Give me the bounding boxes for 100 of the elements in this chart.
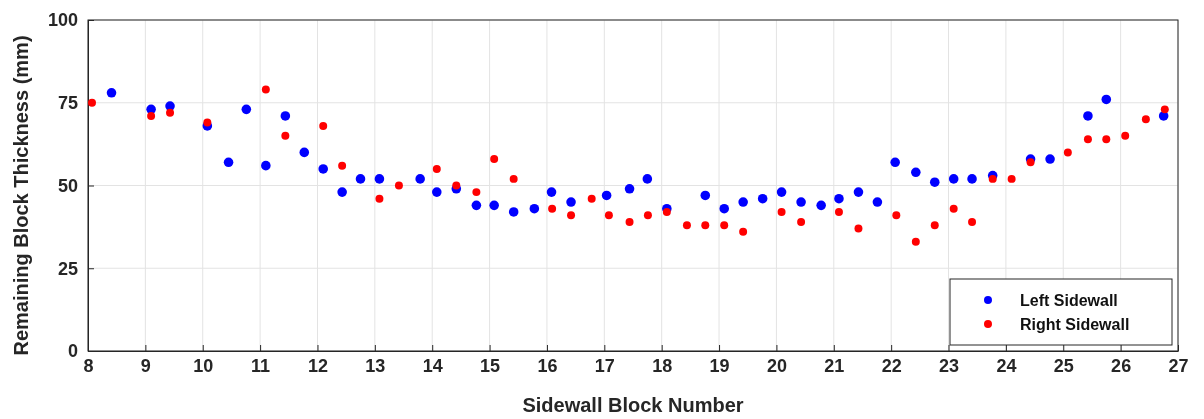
x-tick-label: 27 (1168, 355, 1189, 376)
point (701, 221, 710, 230)
point (241, 104, 252, 115)
point (1141, 115, 1150, 124)
point (776, 187, 787, 197)
y-tick-label: 0 (67, 341, 78, 362)
point (471, 200, 482, 211)
point (757, 193, 768, 204)
x-tick-label: 12 (307, 355, 328, 376)
point (1102, 135, 1111, 144)
point (1121, 131, 1130, 140)
point (700, 190, 711, 201)
x-tick-label: 20 (766, 355, 787, 376)
point (816, 200, 826, 211)
point (739, 227, 748, 236)
point (854, 224, 863, 233)
point (261, 160, 271, 171)
point (988, 174, 997, 183)
point (166, 108, 175, 117)
x-tick-label: 22 (881, 355, 902, 376)
point (911, 237, 920, 246)
point (911, 167, 921, 178)
point (1007, 174, 1016, 183)
point (1083, 135, 1092, 144)
point (1026, 158, 1035, 167)
point (432, 164, 441, 173)
point (432, 187, 442, 197)
point (88, 98, 96, 107)
point (853, 187, 864, 197)
point (738, 197, 748, 207)
point (601, 190, 612, 201)
x-tick-label: 14 (422, 355, 443, 376)
point (968, 217, 977, 226)
point (415, 174, 425, 184)
point (890, 157, 900, 168)
point (624, 184, 635, 194)
y-tick-label: 75 (57, 93, 78, 114)
point (625, 217, 634, 226)
point (777, 208, 786, 216)
x-tick-label: 16 (537, 355, 558, 376)
x-tick-label: 24 (996, 355, 1017, 376)
point (281, 131, 290, 140)
point (930, 221, 939, 230)
point (374, 174, 385, 184)
point (834, 193, 844, 204)
point (490, 155, 499, 163)
point (548, 204, 557, 213)
point (261, 85, 270, 94)
point (546, 187, 557, 197)
x-tick-label: 23 (939, 355, 960, 376)
y-tick-label: 100 (47, 10, 78, 31)
x-tick-label: 18 (652, 355, 673, 376)
point (643, 211, 652, 220)
point (529, 203, 540, 214)
point (337, 187, 347, 197)
point (797, 217, 806, 226)
x-tick-label: 13 (365, 355, 386, 376)
legend-label: Left Sidewall (1020, 292, 1118, 309)
point (1160, 105, 1169, 114)
point (604, 211, 613, 220)
x-tick-label: 8 (83, 355, 94, 376)
point (892, 211, 901, 220)
point (338, 161, 347, 170)
point (1045, 154, 1055, 164)
point (375, 194, 384, 203)
x-tick-label: 10 (193, 355, 214, 376)
point (203, 118, 212, 127)
y-tick-label: 50 (57, 175, 78, 196)
point (682, 221, 691, 230)
point (566, 197, 576, 207)
point (948, 174, 959, 184)
point (1101, 94, 1112, 105)
x-axis-title: Sidewall Block Number (522, 394, 744, 416)
point (299, 147, 310, 158)
y-tick-label: 25 (57, 258, 78, 279)
point (280, 111, 291, 121)
x-tick-label: 15 (480, 355, 501, 376)
x-tick-label: 11 (251, 355, 271, 376)
point (1083, 111, 1093, 121)
point (567, 211, 576, 220)
x-tick-label: 25 (1053, 355, 1074, 376)
point (223, 157, 234, 168)
point (1063, 148, 1072, 157)
point (147, 112, 156, 120)
x-tick-label: 21 (824, 355, 845, 376)
y-axis-title: Remaining Block Thickness (mm) (10, 35, 32, 356)
point (355, 174, 366, 184)
x-tick-label: 17 (594, 355, 615, 376)
point (319, 121, 328, 130)
point (796, 197, 806, 207)
point (834, 208, 843, 216)
point (472, 188, 481, 197)
point (489, 200, 499, 211)
x-tick-label: 9 (140, 355, 151, 376)
point (452, 181, 461, 190)
point (967, 174, 977, 184)
x-tick-label: 26 (1111, 355, 1132, 376)
point (949, 204, 958, 213)
point (929, 177, 940, 187)
point (318, 164, 328, 174)
